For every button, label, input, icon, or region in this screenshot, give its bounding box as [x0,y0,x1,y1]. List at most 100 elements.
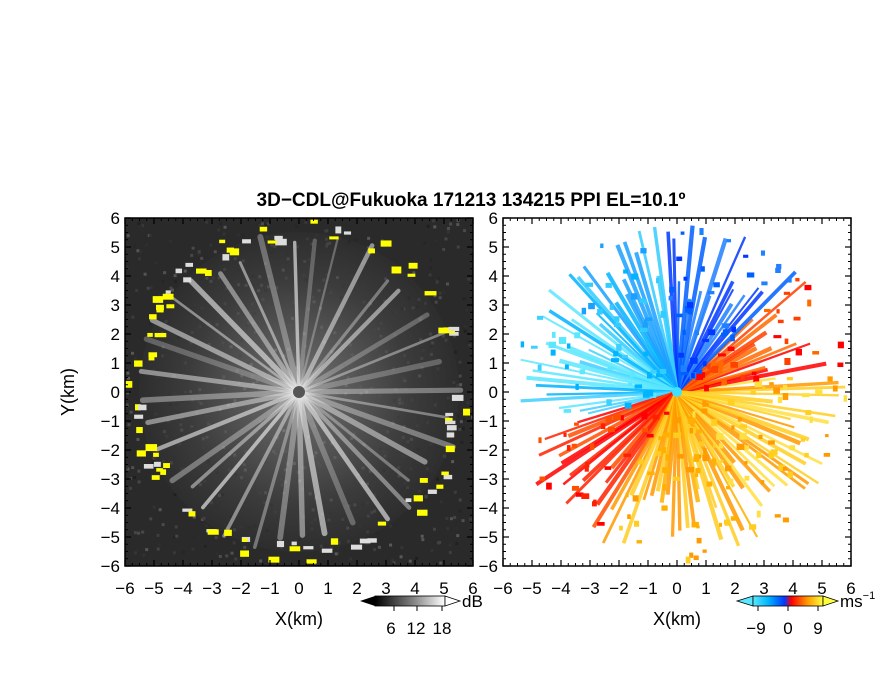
noise-pixel [291,229,295,233]
edge-echo [427,489,437,494]
y-tick-label: 2 [489,325,498,344]
edge-echo [310,219,318,224]
y-tick-label: −5 [479,528,498,547]
x-tick-label: 2 [730,579,739,598]
y-tick-label: 0 [489,383,498,402]
x-tick-label: −6 [115,579,134,598]
edge-echo [419,478,428,483]
noise-pixel [197,536,201,540]
velocity-cell [754,381,763,388]
x-tick-label: 5 [817,579,826,598]
velocity-cell [725,465,732,472]
velocity-cell [837,362,844,368]
noise-pixel [145,243,149,247]
velocity-cell [632,495,639,502]
velocity-cell [548,341,557,349]
noise-pixel [241,541,245,545]
velocity-cell [680,372,689,376]
noise-pixel [422,241,426,245]
velocity-cell [687,417,696,424]
velocity-ray [676,389,773,404]
velocity-cell [644,319,648,327]
radar-center-dot [293,386,305,398]
velocity-cell [625,492,629,498]
noise-pixel [174,280,178,284]
beam-ray [143,336,302,395]
velocity-cell [730,516,738,521]
velocity-cell [624,402,632,409]
velocity-cell [711,458,717,462]
beam-ray [138,368,302,395]
noise-pixel [349,557,353,561]
velocity-cell [807,299,812,307]
noise-pixel [434,239,438,243]
y-tick-label: −5 [101,528,120,547]
velocity-cell [693,456,700,462]
velocity-cell [707,363,711,370]
noise-pixel [438,296,442,300]
x-tick-label: 1 [323,579,332,598]
velocity-cell [689,357,698,364]
edge-echo [335,226,342,234]
noise-pixel [137,469,141,473]
velocity-cell [613,414,621,421]
velocity-cell [777,319,784,324]
velocity-cell [744,461,748,465]
velocity-cell [756,510,761,518]
edge-echo [154,332,167,338]
noise-pixel [456,245,460,249]
edge-echo [196,268,207,274]
velocity-cell [800,437,806,442]
velocity-cell [786,377,793,381]
beam-ray [297,238,339,394]
y-tick-label: 6 [111,209,120,228]
velocity-cell [558,337,567,344]
noise-pixel [455,279,459,283]
y-tick-label: 1 [489,354,498,373]
beam-ray [238,261,301,394]
noise-pixel [354,238,358,242]
velocity-cell [702,338,709,343]
noise-pixel [467,340,471,344]
noise-pixel [456,219,460,223]
velocity-ray [675,236,747,393]
edge-echo [275,238,287,246]
y-tick-label: 2 [111,325,120,344]
edge-echo [449,331,459,336]
velocity-ray [676,390,810,442]
velocity-cell [673,432,682,439]
y-tick-label: 4 [111,267,120,286]
noise-pixel [127,376,131,380]
edge-echo [417,509,428,516]
velocity-cell [628,382,633,387]
velocity-cell [695,467,701,474]
velocity-cell [581,493,590,499]
velocity-cell [787,471,793,478]
edge-echo [207,529,219,535]
velocity-ray [535,383,678,394]
noise-pixel [217,228,221,232]
noise-pixel [126,391,130,395]
edge-echo [291,541,297,546]
velocity-cell [646,433,654,438]
noise-pixel [399,555,403,559]
velocity-cell [597,308,603,315]
velocity-cell [623,269,628,274]
noise-pixel [408,559,412,563]
velocity-cell [589,443,595,450]
edge-echo [136,427,143,434]
edge-echo [359,538,371,544]
velocity-cell [581,307,587,315]
velocity-cell [563,409,572,413]
velocity-cell [744,475,750,481]
velocity-ray [558,390,678,410]
edge-echo [125,381,133,388]
noise-pixel [133,531,137,535]
noise-pixel [136,437,140,441]
velocity-cell [740,374,745,380]
beam-ray [149,317,302,395]
velocity-cell [769,382,774,386]
velocity-cell [585,461,590,468]
edge-echo [438,327,444,334]
noise-pixel [373,548,377,552]
